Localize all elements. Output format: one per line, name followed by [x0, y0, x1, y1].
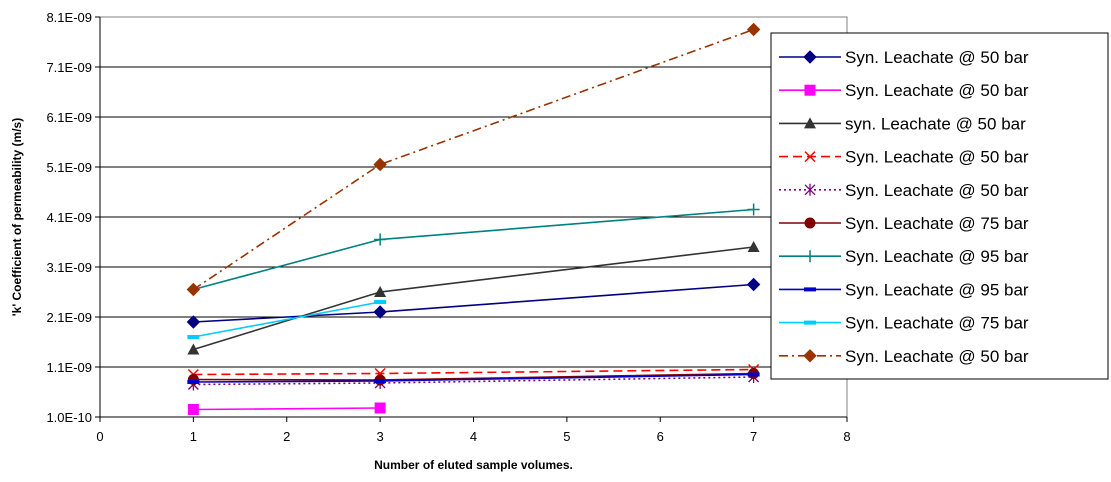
legend-label: Syn. Leachate @ 50 bar: [845, 148, 1029, 167]
data-point: [804, 250, 816, 263]
y-tick-label: 1.0E-10: [46, 410, 92, 425]
legend-item: syn. Leachate @ 50 bar: [779, 114, 1026, 133]
legend-label: Syn. Leachate @ 50 bar: [845, 48, 1029, 67]
legend-item: Syn. Leachate @ 50 bar: [779, 81, 1029, 100]
legend-item: Syn. Leachate @ 75 bar: [779, 314, 1029, 333]
data-point: [804, 217, 816, 229]
x-tick-label: 4: [470, 429, 477, 444]
series-line: [193, 208, 754, 291]
data-point: [374, 300, 387, 304]
data-point: [803, 50, 817, 64]
series-line: [193, 246, 754, 351]
series-line: [193, 368, 754, 376]
x-tick-label: 1: [190, 429, 197, 444]
series-line: [193, 283, 754, 323]
y-tick-label: 8.1E-09: [46, 10, 92, 25]
data-point: [803, 349, 817, 363]
legend: Syn. Leachate @ 50 bar Syn. Leachate @ 50…: [770, 32, 1109, 380]
data-point: [374, 379, 387, 383]
series-1: [186, 277, 761, 329]
legend-item: Syn. Leachate @ 95 bar: [779, 247, 1029, 266]
legend-item: Syn. Leachate @ 50 bar: [779, 148, 1029, 167]
data-point: [804, 84, 816, 96]
data-point: [186, 282, 201, 297]
legend-item: Syn. Leachate @ 50 bar: [779, 181, 1029, 200]
gridlines: [100, 66, 847, 368]
series-5: [187, 371, 760, 391]
data-point: [804, 320, 816, 325]
data-point: [374, 402, 386, 414]
data-point: [747, 241, 760, 252]
series-line: [193, 301, 381, 338]
series-layer: [186, 22, 761, 415]
y-tick-label: 7.1E-09: [46, 60, 92, 75]
series-3: [187, 241, 760, 355]
series-10: [186, 22, 761, 297]
y-tick-label: 1.1E-09: [46, 360, 92, 375]
legend-label: Syn. Leachate @ 75 bar: [845, 214, 1029, 233]
series-line: [193, 407, 381, 411]
y-tick-label: 6.1E-09: [46, 110, 92, 125]
data-point: [804, 287, 816, 292]
data-point: [373, 305, 387, 319]
x-tick-label: 6: [657, 429, 664, 444]
data-point: [187, 380, 200, 384]
legend-item: Syn. Leachate @ 95 bar: [779, 280, 1029, 299]
data-point: [804, 117, 816, 129]
data-point: [804, 151, 816, 163]
data-point: [374, 286, 387, 297]
x-axis-title: Number of eluted sample volumes.: [374, 458, 573, 472]
x-tick-label: 0: [96, 429, 103, 444]
data-point: [746, 22, 761, 37]
x-tick-label: 5: [563, 429, 570, 444]
x-tick-label: 3: [377, 429, 384, 444]
y-tick-label: 2.1E-09: [46, 310, 92, 325]
x-tick-label: 2: [283, 429, 290, 444]
legend-item: Syn. Leachate @ 50 bar: [779, 347, 1029, 366]
x-tick-label: 8: [843, 429, 850, 444]
legend-item: Syn. Leachate @ 75 bar: [779, 214, 1029, 233]
legend-label: Syn. Leachate @ 50 bar: [845, 81, 1029, 100]
y-axis-title: 'k' Coefficient of permeability (m/s): [10, 118, 24, 316]
axes: 1.0E-10 1.1E-09 2.1E-09 3.1E-09 4.1E-09 5.1E-…: [46, 10, 850, 444]
data-point: [187, 343, 200, 355]
legend-box: [770, 32, 1109, 380]
series-9: [187, 300, 387, 339]
data-point: [187, 335, 200, 339]
legend-label: Syn. Leachate @ 50 bar: [845, 181, 1029, 200]
legend-label: syn. Leachate @ 50 bar: [845, 114, 1026, 133]
legend-item: Syn. Leachate @ 50 bar: [779, 48, 1029, 67]
data-point: [747, 203, 760, 216]
data-point: [374, 233, 387, 246]
series-2: [187, 402, 386, 415]
series-line: [192, 28, 754, 291]
y-tick-label: 5.1E-09: [46, 160, 92, 175]
data-point: [187, 404, 199, 415]
data-point: [747, 372, 760, 377]
series-8: [187, 372, 760, 384]
legend-label: Syn. Leachate @ 75 bar: [845, 314, 1029, 333]
y-tick-label: 3.1E-09: [46, 260, 92, 275]
data-point: [373, 157, 387, 172]
legend-label: Syn. Leachate @ 50 bar: [845, 347, 1029, 366]
data-point: [746, 277, 761, 292]
legend-label: Syn. Leachate @ 95 bar: [845, 247, 1029, 266]
data-point: [804, 183, 816, 196]
data-point: [186, 315, 201, 329]
x-tick-label: 7: [750, 429, 757, 444]
y-tick-label: 4.1E-09: [46, 210, 92, 225]
legend-label: Syn. Leachate @ 95 bar: [845, 280, 1029, 299]
